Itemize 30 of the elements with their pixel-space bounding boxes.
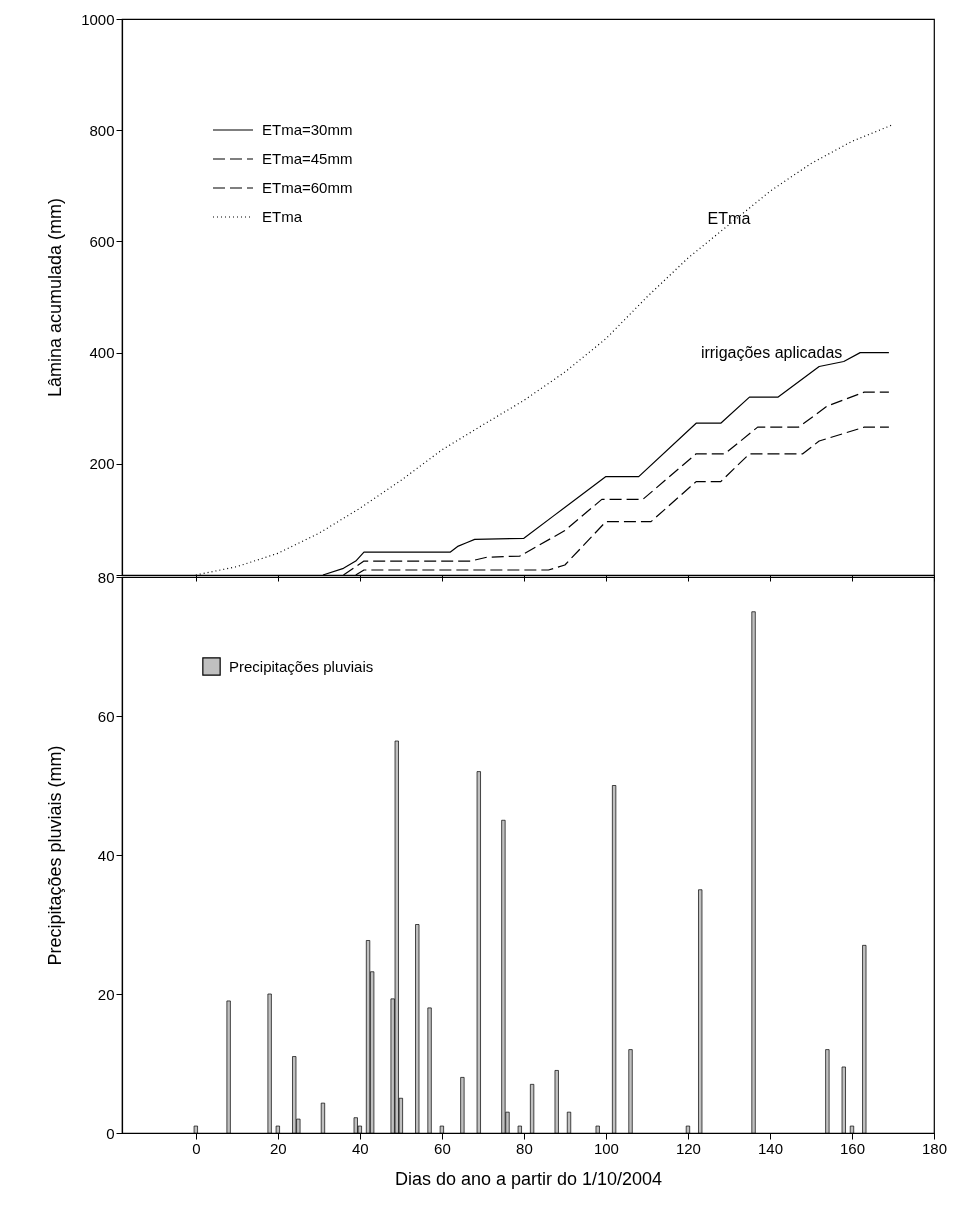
y-tick-label: 800: [89, 121, 115, 139]
x-axis-title: Dias do ano a partir do 1/10/2004: [394, 1168, 663, 1189]
legend-label: ETma: [262, 208, 303, 225]
y-axis-title: Lâmina acumulada (mm): [44, 197, 65, 398]
y-tick-label: 600: [89, 232, 115, 250]
x-tick-label: 60: [434, 1139, 451, 1157]
y-axis-title: Precipitações pluviais (mm): [44, 745, 65, 966]
legend-label: ETma=45mm: [262, 150, 353, 167]
x-tick-label: 120: [675, 1139, 701, 1157]
legend-label: Precipitações pluviais: [229, 657, 374, 675]
x-tick-label: 180: [921, 1139, 948, 1157]
x-tick-label: 140: [757, 1139, 783, 1157]
legend-label: ETma=30mm: [262, 121, 353, 138]
y-tick-label: 60: [97, 707, 115, 725]
x-tick-label: 160: [839, 1139, 865, 1157]
y-tick-label: 80: [97, 568, 115, 586]
x-tick-label: 0: [192, 1139, 201, 1157]
x-tick-label: 40: [352, 1139, 369, 1157]
y-tick-label: 20: [97, 985, 115, 1003]
x-tick-label: 20: [269, 1139, 287, 1157]
x-tick-label: 100: [593, 1139, 619, 1157]
y-tick-label: 0: [106, 1124, 115, 1142]
y-tick-label: 1000: [81, 10, 115, 28]
x-tick-label: 80: [516, 1139, 533, 1157]
legend-label: ETma=60mm: [262, 179, 353, 196]
annotation: irrigações aplicadas: [700, 343, 843, 361]
y-tick-label: 400: [89, 344, 115, 362]
y-tick-label: 200: [89, 455, 115, 473]
annotation: ETma: [707, 210, 751, 228]
y-tick-label: 40: [97, 846, 115, 864]
